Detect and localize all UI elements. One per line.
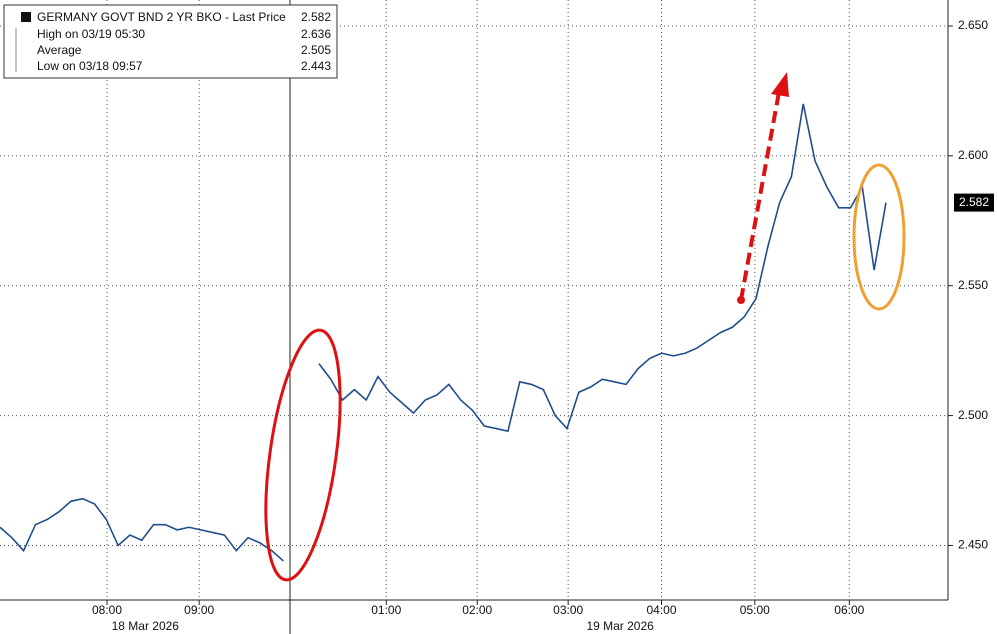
legend: GERMANY GOVT BND 2 YR BKO - Last Price 2… xyxy=(3,4,338,79)
x-tick-label: 03:00 xyxy=(553,603,583,617)
x-tick-label: 05:00 xyxy=(740,603,770,617)
legend-swatch xyxy=(21,12,31,22)
legend-value: 2.636 xyxy=(301,27,331,41)
legend-value: 2.505 xyxy=(301,43,331,57)
y-tick-label: 2.550 xyxy=(958,278,988,292)
y-tick-label: 2.600 xyxy=(958,148,988,162)
legend-title: GERMANY GOVT BND 2 YR BKO - Last Price xyxy=(37,10,286,24)
legend-label: Low on 03/18 09:57 xyxy=(37,59,143,73)
last-price-box xyxy=(954,193,994,212)
y-tick-label: 2.500 xyxy=(958,408,988,422)
y-tick-label: 2.650 xyxy=(958,18,988,32)
arrow-head xyxy=(771,72,789,97)
legend-label: High on 03/19 05:30 xyxy=(37,27,145,41)
date-label: 18 Mar 2026 xyxy=(112,619,180,633)
legend-value: 2.443 xyxy=(301,59,331,73)
y-tick-label: 2.450 xyxy=(958,538,988,552)
legend-label: Average xyxy=(37,43,82,57)
annotation-ellipse xyxy=(852,163,906,311)
x-tick-label: 06:00 xyxy=(834,603,864,617)
legend-box xyxy=(3,4,338,79)
x-tick-label: 09:00 xyxy=(184,603,214,617)
annotation-arrow xyxy=(739,91,781,301)
x-tick-label: 02:00 xyxy=(462,603,492,617)
price-line xyxy=(0,103,887,562)
last-price-label: 2.582 xyxy=(959,195,989,209)
annotation-ellipse xyxy=(264,328,342,582)
arrow-start xyxy=(737,296,745,304)
x-tick-label: 01:00 xyxy=(371,603,401,617)
legend-value: 2.582 xyxy=(301,10,331,24)
x-tick-label: 08:00 xyxy=(92,603,122,617)
date-label: 19 Mar 2026 xyxy=(586,619,654,633)
x-tick-label: 04:00 xyxy=(646,603,676,617)
